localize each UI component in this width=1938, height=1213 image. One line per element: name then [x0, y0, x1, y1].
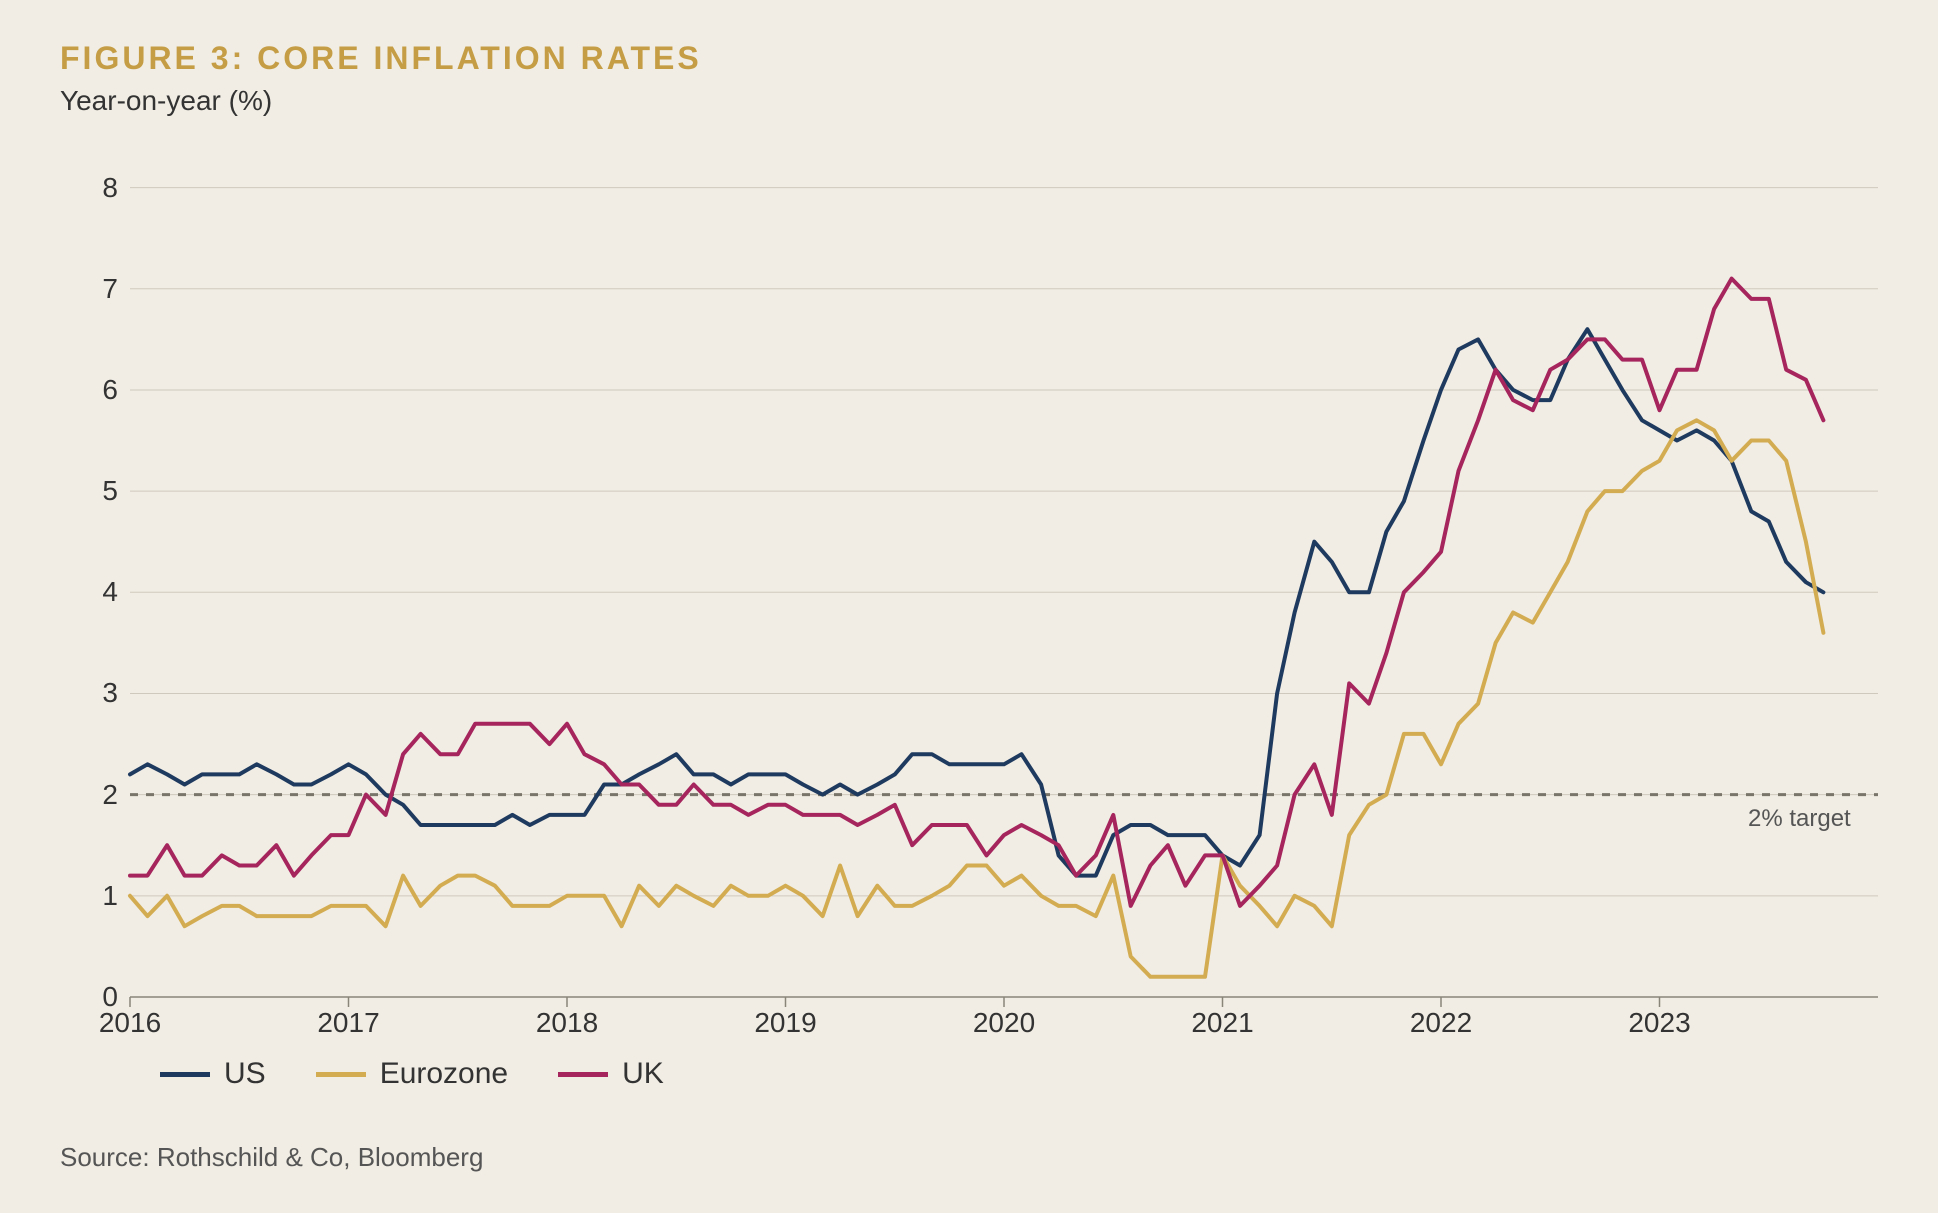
line-chart	[60, 137, 1878, 1057]
legend-swatch-us	[160, 1072, 210, 1077]
chart-area: 012345678 201620172018201920202021202220…	[60, 137, 1878, 1057]
x-tick-label: 2023	[1628, 1007, 1690, 1039]
x-tick-label: 2022	[1410, 1007, 1472, 1039]
y-tick-label: 1	[68, 880, 118, 912]
y-tick-label: 5	[68, 475, 118, 507]
x-tick-label: 2018	[536, 1007, 598, 1039]
legend-label-us: US	[224, 1057, 266, 1091]
y-tick-label: 3	[68, 677, 118, 709]
legend-label-uk: UK	[622, 1057, 664, 1091]
y-tick-label: 8	[68, 172, 118, 204]
figure-title: FIGURE 3: CORE INFLATION RATES	[60, 40, 1878, 77]
figure-subtitle: Year-on-year (%)	[60, 85, 1878, 117]
x-tick-label: 2019	[754, 1007, 816, 1039]
target-label: 2% target	[1748, 805, 1851, 833]
legend-item-us: US	[160, 1057, 266, 1091]
chart-legend: US Eurozone UK	[160, 1057, 664, 1091]
y-tick-label: 2	[68, 779, 118, 811]
legend-swatch-eurozone	[316, 1072, 366, 1077]
y-tick-label: 4	[68, 576, 118, 608]
x-tick-label: 2021	[1191, 1007, 1253, 1039]
source-text: Source: Rothschild & Co, Bloomberg	[60, 1142, 483, 1173]
y-tick-label: 6	[68, 374, 118, 406]
legend-swatch-uk	[558, 1072, 608, 1077]
y-tick-label: 7	[68, 273, 118, 305]
x-tick-label: 2017	[317, 1007, 379, 1039]
x-tick-label: 2016	[99, 1007, 161, 1039]
legend-item-eurozone: Eurozone	[316, 1057, 508, 1091]
legend-label-eurozone: Eurozone	[380, 1057, 508, 1091]
x-tick-label: 2020	[973, 1007, 1035, 1039]
legend-item-uk: UK	[558, 1057, 664, 1091]
